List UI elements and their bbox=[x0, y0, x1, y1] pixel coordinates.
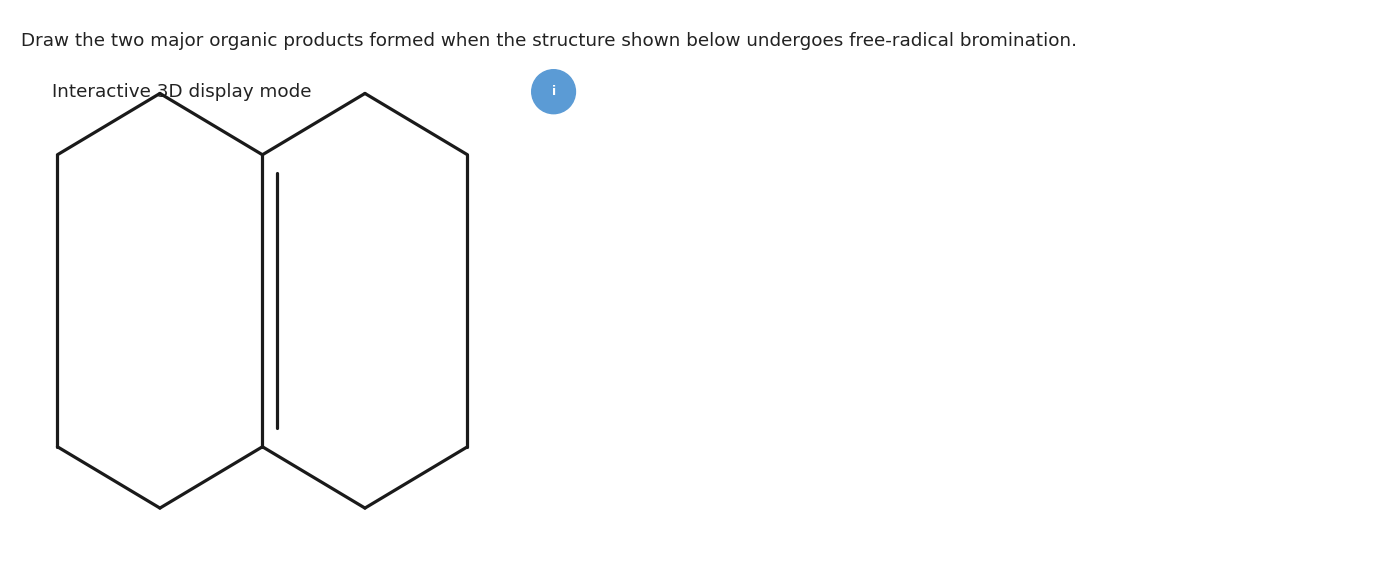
Text: Interactive 3D display mode: Interactive 3D display mode bbox=[52, 83, 312, 100]
Ellipse shape bbox=[532, 69, 576, 114]
Text: i: i bbox=[551, 85, 555, 98]
Text: Draw the two major organic products formed when the structure shown below underg: Draw the two major organic products form… bbox=[21, 32, 1076, 50]
